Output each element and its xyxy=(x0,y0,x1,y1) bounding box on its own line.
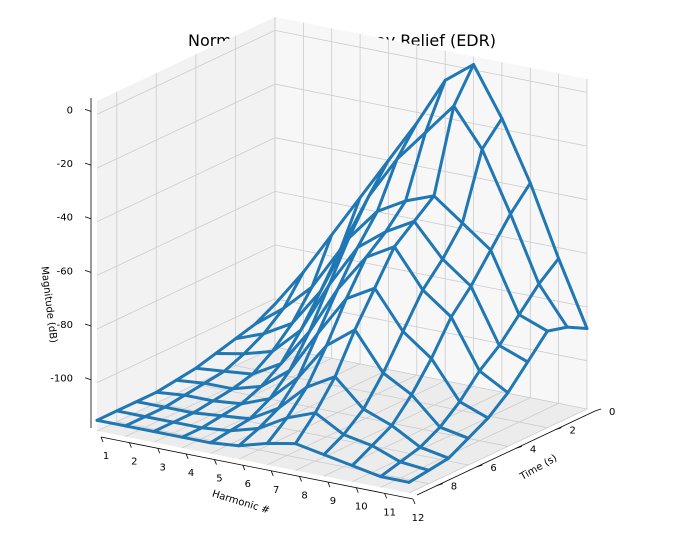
wire-harmonic-8 xyxy=(294,63,475,446)
magnitude-tick-label: -100 xyxy=(50,374,73,385)
wire-harmonic-11 xyxy=(379,257,561,479)
harmonic-tick-label: 11 xyxy=(383,507,396,518)
harmonic-tick-label: 7 xyxy=(273,485,279,496)
magnitude-tick xyxy=(84,216,92,220)
harmonic-tick-label: 6 xyxy=(245,479,251,490)
wire-harmonic-6 xyxy=(237,121,419,448)
magnitude-tick xyxy=(84,162,92,166)
wire-time-2 xyxy=(233,194,549,341)
harmonic-axis-line xyxy=(100,436,414,500)
magnitude-tick xyxy=(84,270,92,273)
harmonic-tick-label: 2 xyxy=(131,457,137,468)
harmonic-tick xyxy=(299,476,302,482)
time-tick-label: 0 xyxy=(609,407,615,418)
floor-pane xyxy=(97,347,587,493)
magnitude-tick xyxy=(84,323,92,327)
harmonic-tick xyxy=(355,487,359,493)
magnitude-tick-label: -20 xyxy=(57,159,73,170)
left-pane xyxy=(97,17,275,431)
time-tick xyxy=(436,483,443,487)
wire-harmonic-7 xyxy=(265,78,447,445)
wire-time-0 xyxy=(273,63,589,330)
magnitude-tick-label: -80 xyxy=(57,320,73,331)
axes-panes xyxy=(97,17,587,493)
wire-time-3 xyxy=(214,219,530,364)
harmonic-tick-label: 8 xyxy=(301,490,307,501)
harmonic-tick-label: 1 xyxy=(103,451,109,462)
harmonic-tick xyxy=(128,442,132,448)
wire-harmonic-3 xyxy=(152,233,334,433)
time-tick xyxy=(515,445,523,449)
harmonic-tick-label: 3 xyxy=(160,462,166,473)
wire-time-1 xyxy=(253,104,569,329)
magnitude-tick-label: 0 xyxy=(67,105,73,116)
wire-time-9 xyxy=(95,418,411,484)
y-grid-line xyxy=(195,54,508,447)
time-tick-label: 8 xyxy=(451,482,457,493)
harmonic-tick xyxy=(185,453,189,460)
wire-harmonic-12 xyxy=(407,325,589,484)
wire-harmonic-10 xyxy=(350,181,532,468)
wire-time-8 xyxy=(115,409,431,472)
harmonic-tick xyxy=(384,493,388,499)
wire-time-5 xyxy=(174,286,490,420)
time-tick-label: 6 xyxy=(490,463,496,474)
time-axis-line xyxy=(416,410,596,496)
harmonic-tick-label: 5 xyxy=(216,474,222,485)
axes-lines xyxy=(84,98,602,505)
magnitude-tick-label: -40 xyxy=(57,213,73,224)
wire-time-4 xyxy=(194,245,510,395)
time-tick-label: 2 xyxy=(569,426,575,437)
harmonic-tick xyxy=(327,481,331,488)
wire-harmonic-9 xyxy=(322,116,504,457)
harmonic-tick xyxy=(100,436,104,443)
y-grid-line xyxy=(155,73,469,466)
harmonic-tick xyxy=(214,459,217,465)
y-grid-line xyxy=(234,35,548,429)
y-grid-line xyxy=(116,91,429,485)
wire-time-6 xyxy=(154,328,470,440)
back-pane xyxy=(275,17,587,409)
harmonic-tick-label: 10 xyxy=(355,502,368,513)
magnitude-tick-label: -60 xyxy=(57,266,73,277)
harmonic-tick-label: 12 xyxy=(412,513,425,524)
time-tick-label: 4 xyxy=(530,444,536,455)
magnitude-tick xyxy=(84,109,92,112)
harmonic-tick-label: 4 xyxy=(188,468,194,479)
harmonic-tick-label: 9 xyxy=(330,496,336,507)
time-tick xyxy=(555,427,562,431)
wire-time-7 xyxy=(135,375,451,460)
wire-harmonic-2 xyxy=(123,270,305,428)
time-tick xyxy=(476,464,483,468)
surface-wireframe xyxy=(95,63,589,484)
harmonic-tick xyxy=(242,465,246,471)
harmonic-tick xyxy=(270,470,274,476)
harmonic-tick xyxy=(157,448,161,454)
harmonic-axis-title: Harmonic # xyxy=(211,489,271,517)
harmonic-tick xyxy=(412,498,416,505)
magnitude-tick xyxy=(84,377,92,381)
wire-harmonic-1 xyxy=(95,302,277,422)
time-tick xyxy=(594,408,602,412)
time-axis-title: Time (s) xyxy=(518,453,560,483)
magnitude-axis-title: Magnitude (dB) xyxy=(38,266,58,344)
